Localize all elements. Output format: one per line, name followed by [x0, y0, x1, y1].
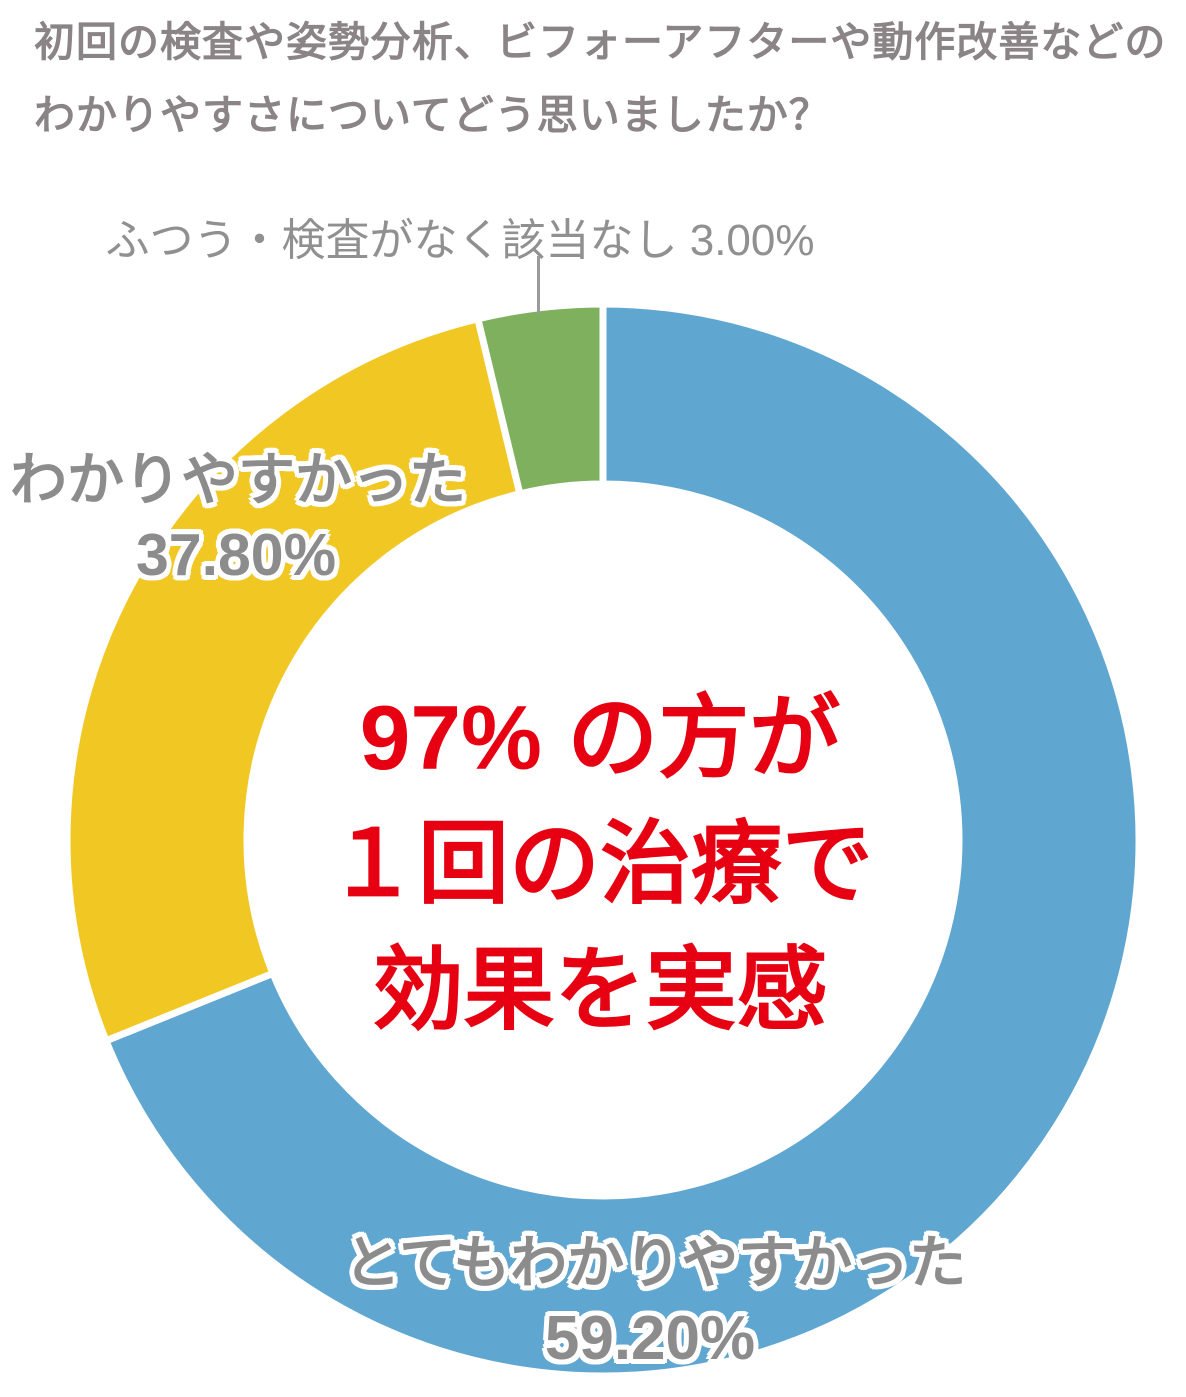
pie-segment-very-clear — [101, 300, 1143, 1380]
center-message-line-2: １回の治療で — [326, 814, 874, 915]
green-segment-value: 3.00% — [689, 216, 815, 265]
blue-segment-label: とてもわかりやすかった — [343, 1231, 967, 1295]
yellow-segment-label: わかりやすかった — [10, 448, 466, 512]
callout-leader-line — [537, 256, 540, 314]
chart-title: 初回の検査や姿勢分析、ビフォーアフターや動作改善などの わかりやすさについてどう… — [34, 6, 1166, 152]
yellow-segment-value: 37.80% — [135, 522, 337, 588]
center-message-line-3: 効果を実感 — [372, 940, 828, 1041]
pie-segment-neutral-no-exam — [473, 300, 607, 499]
center-message-line-1: 97% の方が — [359, 688, 841, 789]
chart-title-line-2: わかりやすさについてどう思いましたか？ — [34, 92, 831, 138]
pie-segment-clear — [63, 314, 525, 1046]
green-segment-label: ふつう・検査がなく該当なし — [105, 216, 678, 265]
donut-center-message: 97% の方が １回の治療で 効果を実感 — [327, 676, 873, 1054]
blue-segment-value: 59.20% — [544, 1304, 756, 1373]
green-segment-callout: ふつう・検査がなく該当なし 3.00% — [106, 204, 815, 268]
chart-title-line-1: 初回の検査や姿勢分析、ビフォーアフターや動作改善などの — [34, 19, 1167, 65]
